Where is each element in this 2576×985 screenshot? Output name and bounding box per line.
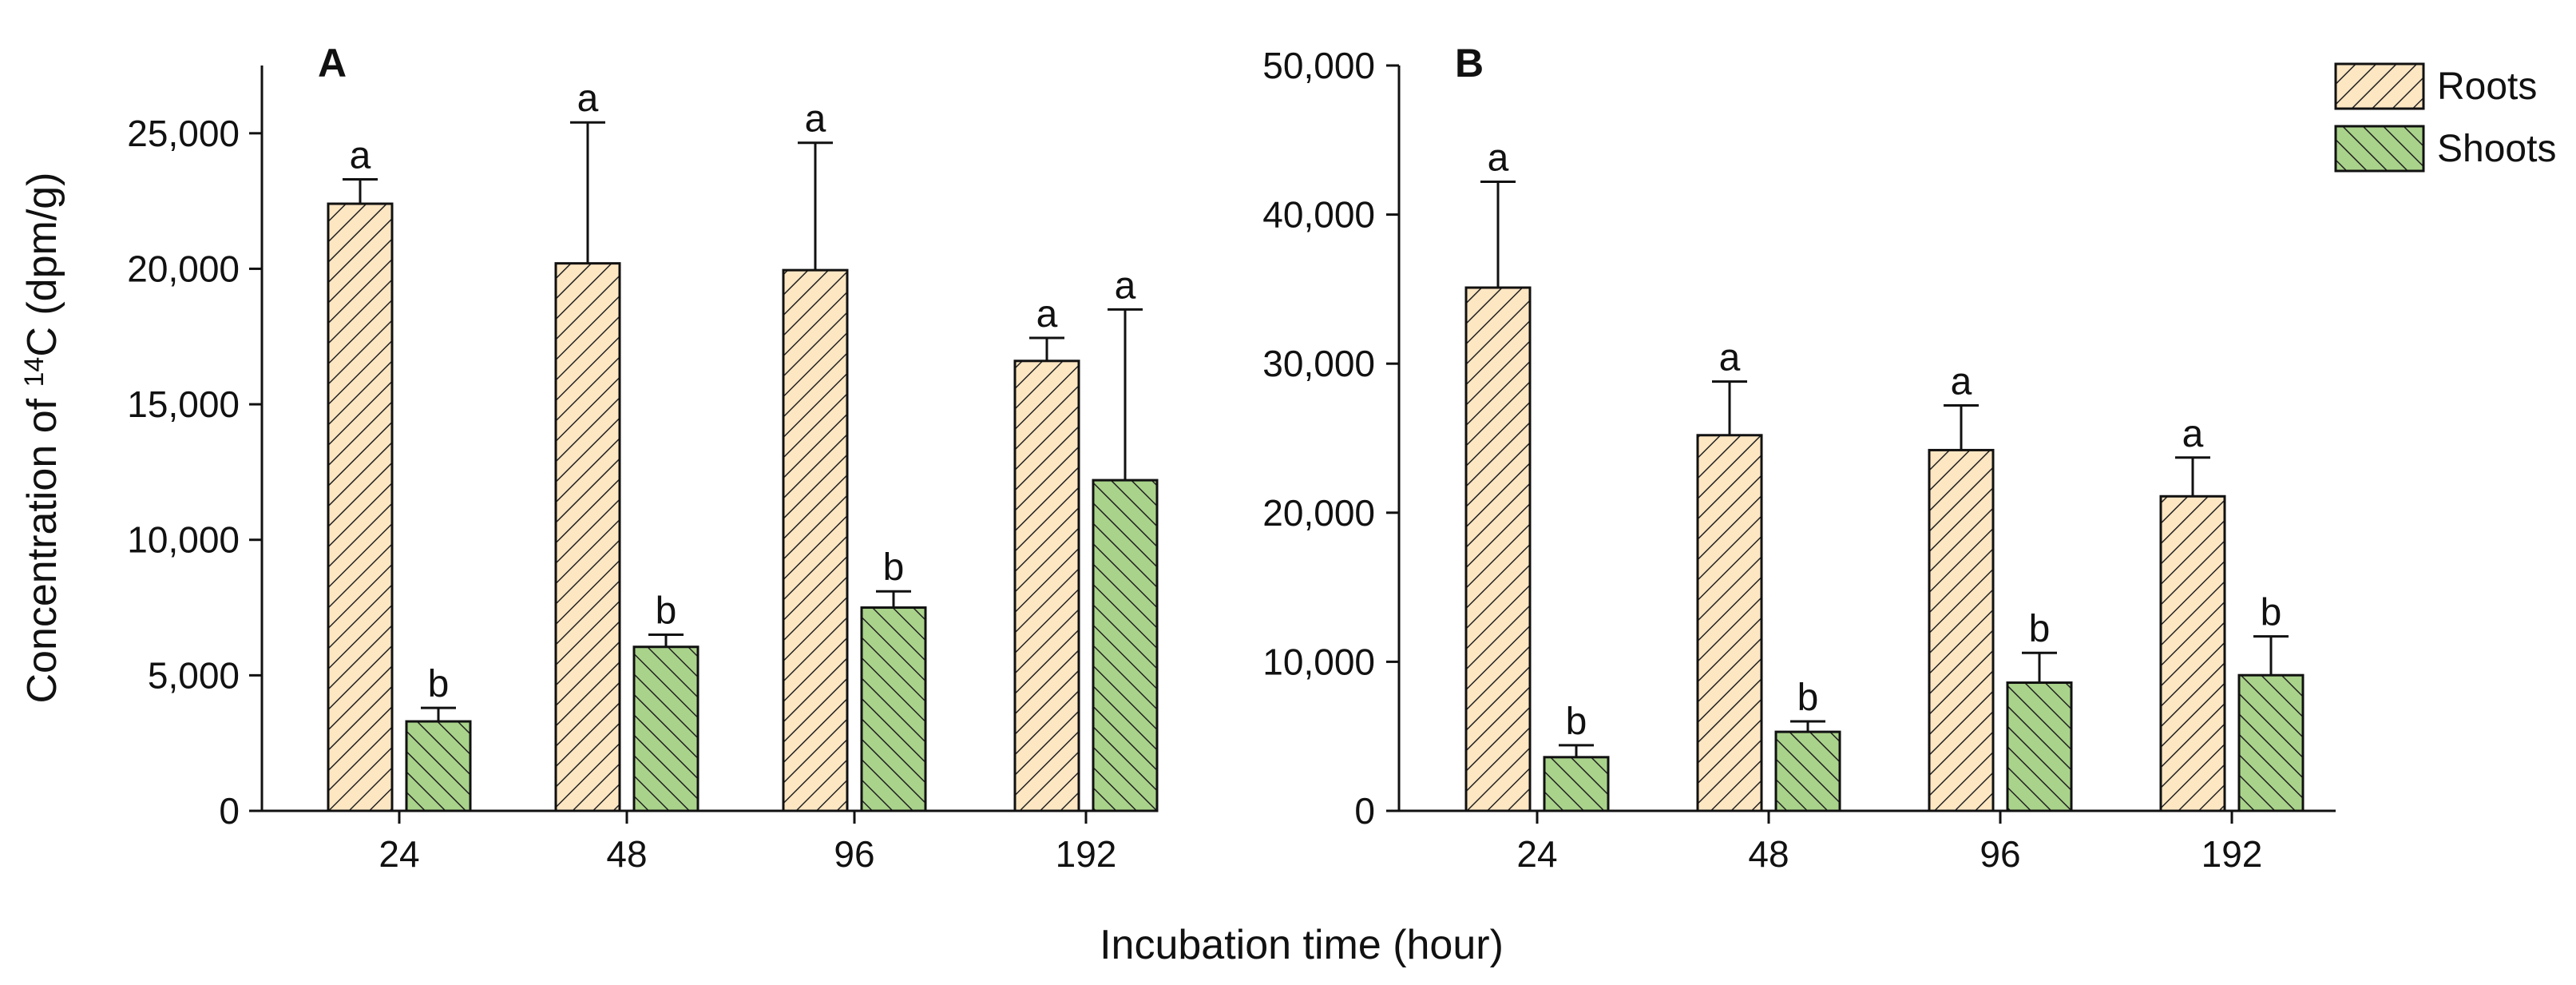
y-axis-title: Concentration of 14C (dpm/g)	[19, 172, 65, 703]
panel-a-y-tick-label: 20,000	[127, 248, 240, 289]
panel-b-y-tick-label: 50,000	[1262, 45, 1375, 86]
panel-b-bar-shoots	[1774, 730, 1841, 812]
legend: Roots Shoots	[2334, 62, 2556, 173]
panel-a-significance-letter: a	[1036, 293, 1058, 336]
legend-label-shoots: Shoots	[2437, 128, 2556, 170]
panel-a-x-tick-label: 48	[606, 833, 647, 875]
panel-b-bar-roots	[1696, 434, 1763, 812]
panel-b-significance-letter: a	[1719, 337, 1741, 379]
panel-b-significance-letter: a	[2182, 413, 2204, 455]
panel-a-bar-roots	[327, 202, 394, 812]
panel-b-significance-letter: a	[1488, 137, 1509, 180]
panel-b-x-tick-label: 192	[2201, 833, 2263, 875]
panel-b-bar-roots	[1464, 286, 1532, 812]
panel-a-y-tick-label: 5,000	[148, 654, 240, 696]
panel-a-bar-shoots	[632, 645, 699, 812]
panel-a-x-tick-label: 24	[378, 833, 419, 875]
panel-a-y-tick-label: 0	[219, 790, 240, 832]
panel-b-bar-shoots	[2006, 681, 2073, 812]
panel-a-significance-letter: a	[1115, 264, 1136, 307]
legend-swatch-shoots	[2334, 125, 2425, 173]
x-axis-title: Incubation time (hour)	[1100, 922, 1504, 968]
legend-label-roots: Roots	[2437, 66, 2537, 108]
y-axis-title-superscript: 14	[19, 357, 50, 387]
panel-a-x-tick-label: 96	[834, 833, 874, 875]
panel-b-x-tick-label: 24	[1516, 833, 1557, 875]
panel-b: B 0 10,000 20,000 30,000 40,000 50,000 24 48 96 19…	[1262, 41, 2336, 875]
panel-a-y-tick-label: 15,000	[127, 383, 240, 425]
panel-a-y-tick-label: 25,000	[127, 113, 240, 154]
panel-b-y-tick-label: 30,000	[1262, 343, 1375, 384]
panel-a: A 0 5,000 10,000 15,000 20,000 25,000 24 48 96 192…	[127, 41, 1159, 875]
panel-a-bar-roots	[1013, 359, 1080, 812]
panel-b-bar-roots	[2159, 494, 2226, 812]
panel-b-bar-roots	[1928, 448, 1995, 812]
panel-a-bar-shoots	[1092, 479, 1159, 812]
panel-a-x-tick-label: 192	[1056, 833, 1117, 875]
panel-b-x-tick-label: 48	[1748, 833, 1789, 875]
panel-a-significance-letter: a	[577, 77, 599, 120]
panel-a-significance-letter: a	[350, 134, 371, 177]
panel-a-significance-letter: b	[428, 663, 450, 705]
panel-a-label: A	[318, 41, 347, 85]
panel-b-significance-letter: b	[1566, 701, 1587, 743]
panel-a-bar-shoots	[405, 720, 472, 812]
panel-a-significance-letter: b	[883, 546, 905, 589]
panel-b-significance-letter: b	[1797, 677, 1819, 719]
panel-a-bar-roots	[554, 262, 621, 812]
panel-b-significance-letter: a	[1951, 360, 1972, 403]
panel-a-bar-roots	[782, 268, 849, 812]
panel-b-y-tick-label: 0	[1354, 790, 1375, 832]
panel-a-significance-letter: b	[656, 590, 677, 632]
panel-b-label: B	[1455, 41, 1484, 85]
legend-swatch-roots	[2334, 62, 2425, 110]
panel-a-y-tick-label: 10,000	[127, 519, 240, 561]
panel-b-x-tick-label: 96	[1980, 833, 2020, 875]
panel-a-bar-shoots	[860, 606, 927, 812]
panel-b-significance-letter: b	[2029, 608, 2051, 650]
panel-b-y-tick-label: 20,000	[1262, 492, 1375, 534]
panel-b-bar-shoots	[1543, 756, 1610, 812]
panel-b-y-tick-label: 10,000	[1262, 641, 1375, 682]
panel-b-bar-shoots	[2237, 673, 2305, 812]
panel-b-significance-letter: b	[2261, 592, 2282, 634]
panel-a-significance-letter: a	[805, 98, 826, 141]
panel-b-y-tick-label: 40,000	[1262, 194, 1375, 236]
